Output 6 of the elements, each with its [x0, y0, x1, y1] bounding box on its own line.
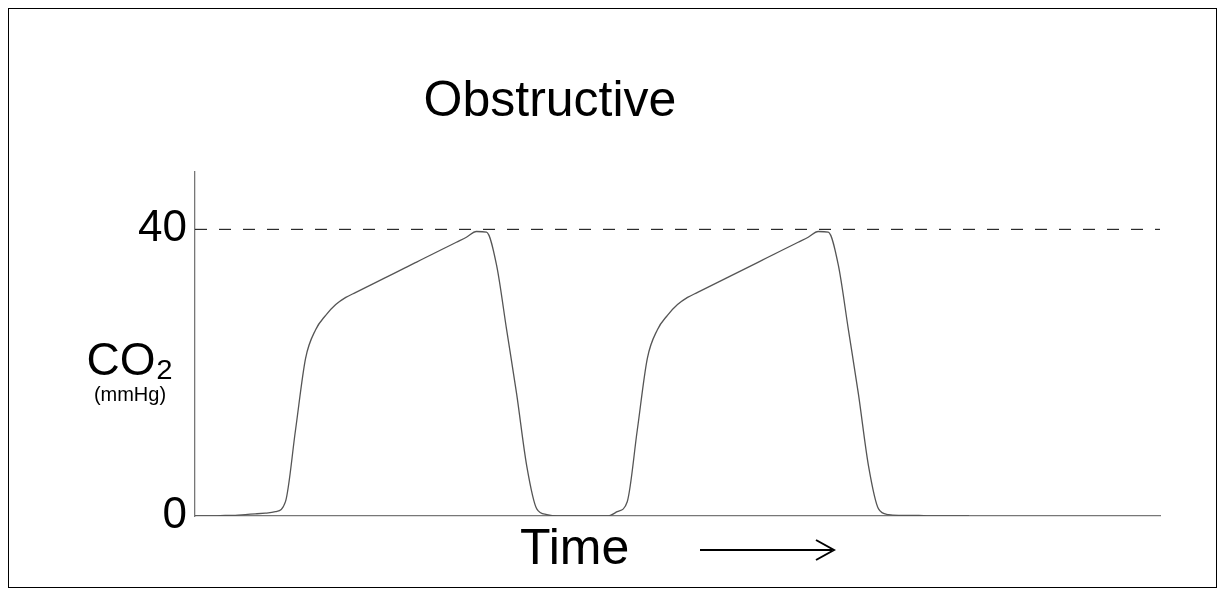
y-tick-label: 40	[138, 201, 187, 251]
chart-title: Obstructive	[422, 70, 678, 128]
line-series	[194, 230, 970, 516]
x-axis-title: Time	[520, 518, 630, 576]
y-axis-title: CO₂ (mmHg)	[85, 333, 175, 406]
y-tick-label: 0	[162, 488, 187, 538]
